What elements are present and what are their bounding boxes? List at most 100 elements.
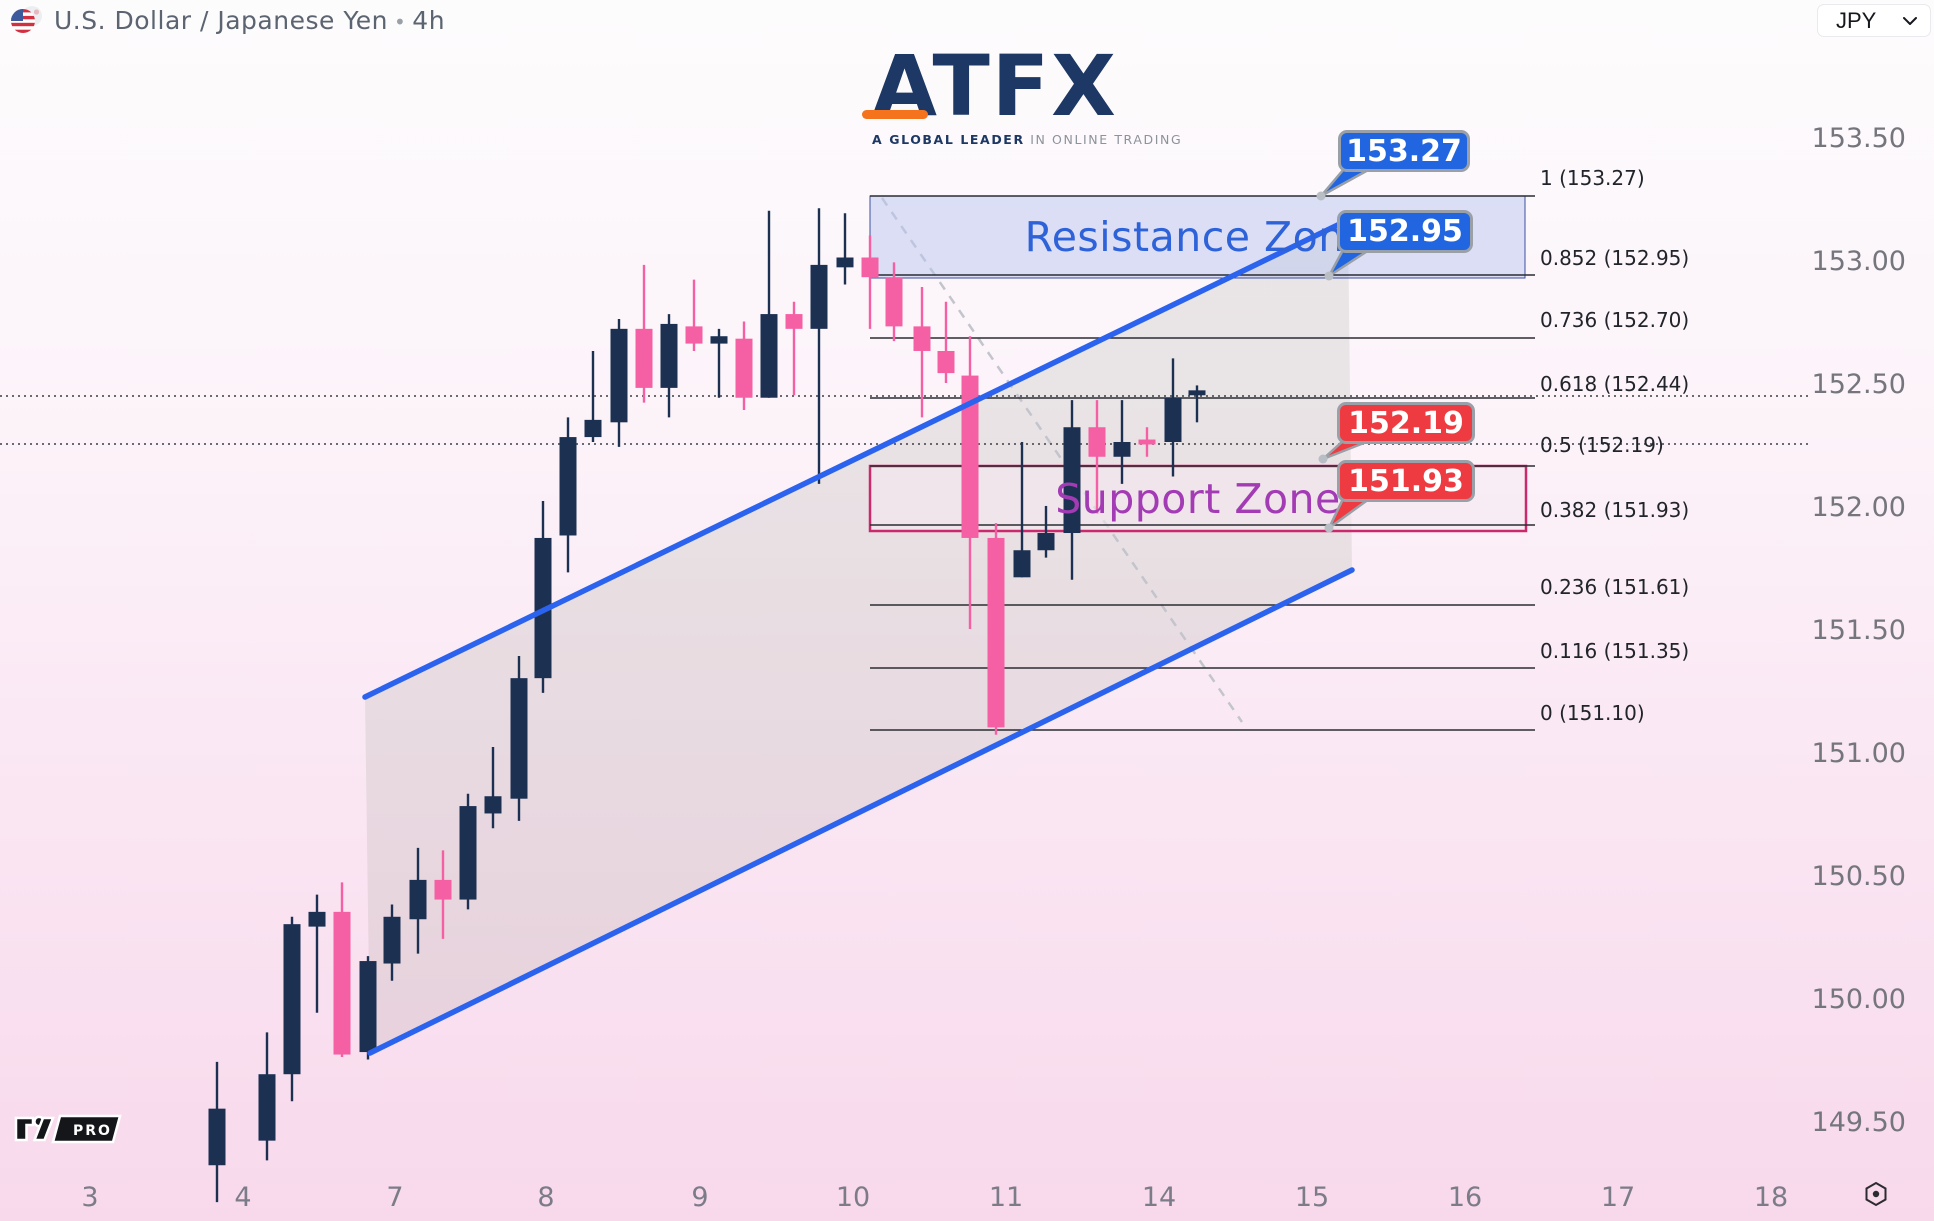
candle-body — [785, 314, 803, 329]
channel-lower-trendline[interactable] — [367, 567, 1355, 1056]
anchor-dot[interactable] — [1316, 191, 1326, 201]
anchor-dot[interactable] — [1324, 523, 1334, 533]
candle-body — [484, 796, 502, 814]
price-scale-label[interactable]: 150.50 — [1811, 861, 1906, 893]
candle-body — [735, 338, 753, 398]
time-axis-label[interactable]: 15 — [1294, 1182, 1330, 1213]
candle-body — [258, 1074, 276, 1141]
candle-body — [559, 437, 577, 536]
candle-body — [333, 911, 351, 1055]
separator-bullet: • — [394, 9, 407, 34]
atfx-orange-dash — [862, 110, 928, 119]
candle-body — [1088, 427, 1106, 457]
time-axis-label[interactable]: 10 — [835, 1182, 871, 1213]
candle-body — [283, 924, 301, 1075]
badge-tail — [1327, 497, 1373, 530]
price-scale-label[interactable]: 150.00 — [1811, 984, 1906, 1016]
candle-body — [987, 537, 1005, 728]
fib-level-label: 0.736 (152.70) — [1540, 308, 1690, 332]
time-axis-label[interactable]: 16 — [1447, 1182, 1483, 1213]
currency-value: JPY — [1836, 7, 1877, 33]
fib-level-label: 0.852 (152.95) — [1540, 246, 1690, 270]
symbol-title[interactable]: U.S. Dollar / Japanese Yen • 4h — [54, 6, 445, 35]
time-axis-label[interactable]: 17 — [1600, 1182, 1636, 1213]
fib-level-label: 0.236 (151.61) — [1540, 575, 1690, 599]
candle-body — [660, 323, 678, 388]
anchor-dot[interactable] — [1318, 454, 1328, 464]
candle-body — [308, 911, 326, 927]
pro-label: PRO — [73, 1123, 112, 1139]
price-badge-152.95[interactable]: 152.95 — [1337, 210, 1473, 253]
symbol-header: U.S. Dollar / Japanese Yen • 4h — [10, 4, 445, 36]
price-scale-label[interactable]: 152.50 — [1811, 369, 1906, 401]
time-axis-label[interactable]: 18 — [1753, 1182, 1789, 1213]
fib-level-label: 1 (153.27) — [1540, 166, 1645, 190]
atfx-tagline: A GLOBAL LEADER IN ONLINE TRADING — [872, 132, 1183, 147]
price-badge-151.93[interactable]: 151.93 — [1337, 460, 1475, 502]
channel-upper-trendline[interactable] — [362, 217, 1351, 700]
time-axis-label[interactable]: 4 — [234, 1182, 252, 1213]
time-axis-label[interactable]: 14 — [1141, 1182, 1177, 1213]
candle-body — [1063, 427, 1081, 534]
candle-body — [1138, 439, 1156, 445]
candle-body — [710, 336, 728, 344]
atfx-logo: ATFX A GLOBAL LEADER IN ONLINE TRADING — [862, 44, 1183, 147]
candle-body — [810, 264, 828, 329]
badge-tail — [1320, 167, 1371, 198]
candle-body — [885, 277, 903, 327]
candle-body — [434, 879, 452, 900]
time-axis-label[interactable]: 11 — [988, 1182, 1024, 1213]
fib-level-label: 0.116 (151.35) — [1540, 639, 1690, 663]
tradingview-pro-logo[interactable]: PRO PRO — [12, 1110, 124, 1152]
fib-level-label: 0.382 (151.93) — [1540, 498, 1690, 522]
candle-body — [1113, 442, 1131, 457]
price-scale-label[interactable]: 152.00 — [1811, 492, 1906, 524]
timeframe-label: 4h — [412, 5, 446, 35]
candle-body — [760, 314, 778, 398]
candle-body — [584, 419, 602, 438]
badge-tail — [1327, 248, 1374, 278]
candle-body — [208, 1108, 226, 1166]
fib-level-label: 0 (151.10) — [1540, 701, 1645, 725]
candle-body — [1013, 550, 1031, 578]
price-scale-label[interactable]: 153.00 — [1811, 246, 1906, 278]
us-flag-icon — [10, 4, 44, 36]
currency-select[interactable]: JPY — [1817, 4, 1931, 37]
atfx-brand-text: ATFX — [862, 44, 1132, 128]
time-axis-label[interactable]: 8 — [537, 1182, 555, 1213]
candle-body — [836, 257, 854, 268]
price-scale-label[interactable]: 151.50 — [1811, 615, 1906, 647]
price-scale-label[interactable]: 153.50 — [1811, 123, 1906, 155]
price-badge-152.19[interactable]: 152.19 — [1337, 402, 1475, 444]
candle-body — [459, 806, 477, 900]
candle-body — [1164, 397, 1182, 442]
time-axis-label[interactable]: 7 — [386, 1182, 404, 1213]
candle-body — [383, 916, 401, 964]
price-scale-label[interactable]: 151.00 — [1811, 738, 1906, 770]
candle-body — [510, 678, 528, 799]
chevron-down-icon — [1903, 16, 1917, 25]
price-badge-153.27[interactable]: 153.27 — [1338, 130, 1470, 172]
symbol-name: U.S. Dollar / Japanese Yen — [54, 5, 388, 35]
fib-trend-dashed-line — [880, 197, 1244, 723]
fib-level-label: 0.5 (152.19) — [1540, 433, 1664, 457]
time-axis-label[interactable]: 9 — [691, 1182, 709, 1213]
candle-body — [685, 326, 703, 344]
tradingview-icon — [14, 1115, 55, 1142]
candle-body — [359, 961, 377, 1053]
candle-body — [961, 375, 979, 538]
candle-body — [913, 326, 931, 351]
candle-body — [861, 257, 879, 278]
candle-body — [1188, 390, 1206, 396]
price-scale-label[interactable]: 149.50 — [1811, 1107, 1906, 1139]
candle-body — [635, 328, 653, 388]
candle-body — [409, 879, 427, 920]
settings-gear-icon[interactable] — [1862, 1180, 1890, 1212]
candle-body — [610, 328, 628, 423]
anchor-dot[interactable] — [1324, 271, 1334, 281]
fib-level-label: 0.618 (152.44) — [1540, 372, 1690, 396]
time-axis-label[interactable]: 3 — [81, 1182, 99, 1213]
candle-body — [937, 350, 955, 374]
